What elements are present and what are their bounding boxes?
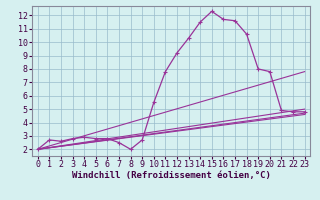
X-axis label: Windchill (Refroidissement éolien,°C): Windchill (Refroidissement éolien,°C): [72, 171, 271, 180]
